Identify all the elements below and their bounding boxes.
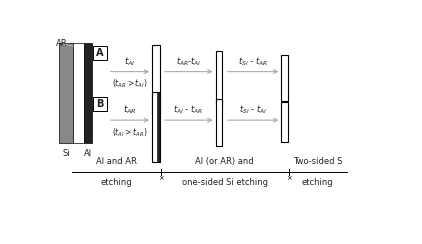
Bar bbox=[93, 46, 107, 60]
Text: AR: AR bbox=[56, 39, 68, 48]
Bar bbox=[216, 51, 222, 106]
Text: one-sided Si etching: one-sided Si etching bbox=[182, 178, 268, 187]
Text: Si: Si bbox=[62, 149, 70, 158]
Text: ×: × bbox=[158, 176, 164, 182]
Bar bbox=[157, 92, 160, 162]
Text: A: A bbox=[96, 48, 104, 58]
Text: Al and AR: Al and AR bbox=[96, 157, 137, 166]
Text: ×: × bbox=[286, 176, 292, 182]
Text: etching: etching bbox=[302, 178, 334, 187]
Text: B: B bbox=[96, 99, 104, 109]
Bar bbox=[73, 43, 84, 143]
Text: $t_{Al}$ - $t_{AR}$: $t_{Al}$ - $t_{AR}$ bbox=[173, 104, 203, 116]
Text: $(t_{Al}>t_{AR})$: $(t_{Al}>t_{AR})$ bbox=[112, 126, 148, 139]
Text: $(t_{AR}>t_{Al})$: $(t_{AR}>t_{Al})$ bbox=[112, 78, 148, 90]
Text: $t_{Si}$ - $t_{AR}$: $t_{Si}$ - $t_{AR}$ bbox=[238, 55, 268, 68]
Bar bbox=[93, 97, 107, 111]
Bar bbox=[84, 43, 92, 143]
Bar bbox=[152, 45, 160, 114]
Bar bbox=[281, 102, 287, 142]
Text: Two-sided S: Two-sided S bbox=[293, 157, 343, 166]
Text: etching: etching bbox=[100, 178, 132, 187]
Bar bbox=[281, 55, 287, 101]
Text: $t_{Si}$ - $t_{Al}$: $t_{Si}$ - $t_{Al}$ bbox=[238, 104, 267, 116]
Text: $t_{AR}$: $t_{AR}$ bbox=[123, 104, 137, 116]
Text: $t_{Al}$: $t_{Al}$ bbox=[124, 55, 136, 68]
Text: Al (or AR) and: Al (or AR) and bbox=[195, 157, 254, 166]
Bar bbox=[152, 92, 160, 162]
Text: $t_{AR}$-$t_{Al}$: $t_{AR}$-$t_{Al}$ bbox=[176, 55, 201, 68]
Bar bbox=[59, 43, 73, 143]
Text: Al: Al bbox=[84, 149, 92, 158]
Bar bbox=[216, 99, 222, 146]
